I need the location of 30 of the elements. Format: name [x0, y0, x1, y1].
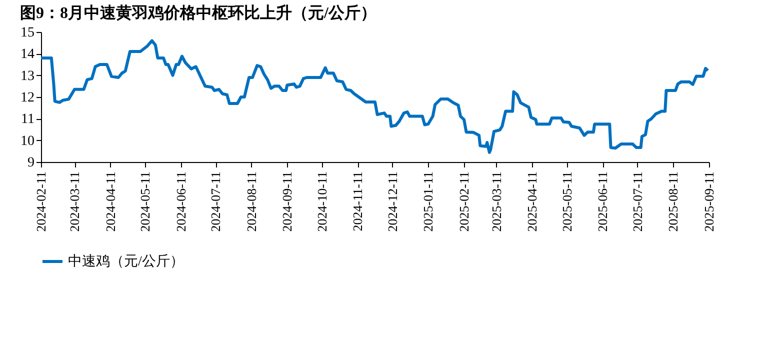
x-tick-label: 2025-02-11 [456, 172, 472, 232]
y-tick-label: 13 [20, 68, 34, 84]
x-tick-label: 2024-09-11 [280, 172, 295, 232]
y-tick-label: 14 [20, 47, 34, 62]
y-tick-label: 15 [20, 26, 34, 40]
x-tick-label: 2024-08-11 [244, 172, 259, 232]
x-tick-label: 2025-01-11 [420, 172, 436, 232]
x-tick-label: 2025-04-11 [524, 172, 540, 232]
legend-label: 中速鸡（元/公斤） [68, 254, 184, 270]
x-tick-label: 2025-07-11 [630, 172, 645, 232]
line-series [40, 39, 710, 154]
x-tick-label: 2024-02-11 [34, 172, 48, 232]
x-tick-label: 2024-11-11 [350, 172, 366, 232]
x-tick-label: 2025-05-11 [559, 172, 574, 232]
x-tick-label: 2024-12-11 [384, 172, 400, 232]
y-tick-label: 10 [20, 134, 34, 149]
y-tick-label: 12 [20, 90, 34, 106]
x-tick-label: 2025-08-11 [666, 172, 681, 232]
y-tick-label: 9 [28, 156, 34, 170]
x-tick-label: 2024-06-11 [173, 172, 188, 232]
x-tick-label: 2025-06-11 [595, 172, 610, 232]
x-tick-label: 2024-07-11 [208, 172, 224, 232]
y-tick-label: 11 [21, 112, 34, 128]
x-tick-label: 2025-03-11 [488, 172, 504, 232]
x-tick-label: 2024-03-11 [67, 172, 82, 232]
x-tick-label: 2024-05-11 [138, 172, 153, 232]
chart-title: 图9：8月中速黄羽鸡价格中枢环比上升（元/公斤） [20, 4, 376, 22]
x-tick-label: 2024-10-11 [314, 172, 330, 232]
x-tick-label: 2024-04-11 [102, 172, 118, 232]
x-tick-label: 2025-09-11 [702, 172, 716, 232]
